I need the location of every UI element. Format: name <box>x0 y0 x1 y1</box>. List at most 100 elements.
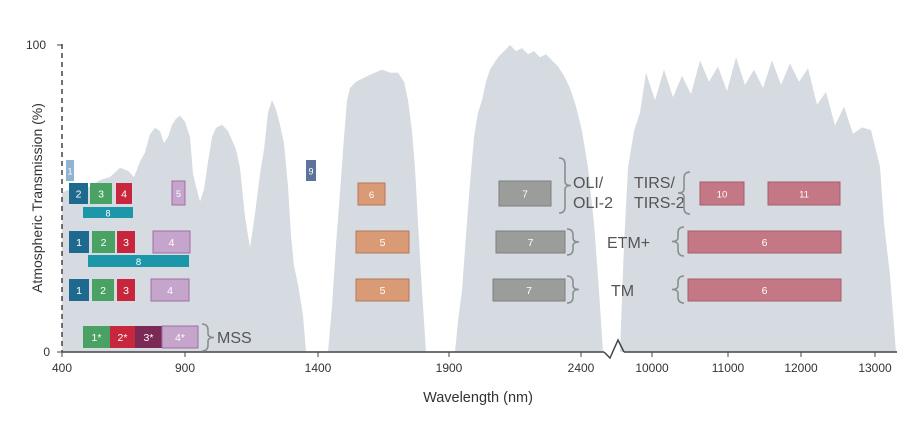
band-label: 3 <box>98 189 104 201</box>
band-box <box>90 183 112 204</box>
band-box <box>92 279 114 301</box>
band-box <box>498 180 552 207</box>
band-2: 2 <box>69 183 88 204</box>
band-box <box>161 325 199 349</box>
x-tick-label: 13000 <box>858 361 892 375</box>
band-label: 4 <box>121 189 127 201</box>
band-label: 1 <box>76 285 82 297</box>
band-label: 11 <box>799 190 809 201</box>
band-box <box>495 230 566 254</box>
band-label: 7 <box>526 285 532 297</box>
x-axis-title: Wavelength (nm) <box>423 390 533 406</box>
band-label: 10 <box>717 190 728 201</box>
band-label: 7 <box>528 237 534 249</box>
band-box <box>492 278 566 302</box>
band-6: 6 <box>687 278 842 302</box>
band-box <box>152 230 191 254</box>
band-4: 4 <box>152 230 191 254</box>
tirs-brace <box>677 171 691 215</box>
oli-brace <box>558 157 572 214</box>
band-box <box>117 279 135 301</box>
band-label: 3* <box>144 332 154 344</box>
band-box <box>110 326 135 348</box>
band-6: 6 <box>687 230 842 254</box>
band-5: 5 <box>355 278 410 302</box>
band-label: 5 <box>380 237 386 249</box>
sensor-label-tirs: TIRS/ <box>634 175 675 192</box>
band-box <box>69 183 88 204</box>
sensor-label-tirs-2: TIRS-2 <box>634 195 685 212</box>
x-tick-label: 10000 <box>635 361 669 375</box>
band-box <box>687 278 842 302</box>
band-label: 4 <box>167 285 173 297</box>
band-2: 2 <box>92 231 115 253</box>
band-1: 1 <box>69 279 89 301</box>
band-label: 5 <box>380 285 386 297</box>
y-tick-label: 0 <box>43 345 50 359</box>
band-7: 7 <box>492 278 566 302</box>
band-label: 6 <box>762 285 768 297</box>
etm-brace <box>566 228 580 256</box>
band-3: 3 <box>90 183 112 204</box>
band-3star: 3* <box>135 326 162 348</box>
band-box <box>355 230 410 254</box>
transmission-region-tir <box>620 57 896 353</box>
band-label: 4* <box>175 332 185 344</box>
band-box <box>687 230 842 254</box>
band-4: 4 <box>116 183 132 204</box>
transmission-region-vnir <box>62 100 306 352</box>
sensor-label-oli: OLI/ <box>573 175 604 192</box>
band-label: 1* <box>92 332 102 344</box>
band-label: 2 <box>76 189 82 201</box>
x-tick-label: 400 <box>52 361 72 375</box>
x-tick-label: 2400 <box>568 361 595 375</box>
band-1: 1 <box>69 231 89 253</box>
band-2star: 2* <box>110 326 135 348</box>
sensor-label-mss: MSS <box>217 330 252 347</box>
band-box <box>92 231 115 253</box>
band-10: 10 <box>699 181 745 206</box>
band-box <box>355 278 410 302</box>
x-tick-label: 1900 <box>436 361 463 375</box>
band-label: 7 <box>522 190 528 201</box>
band-label: 8 <box>105 209 110 219</box>
band-6: 6 <box>357 182 386 206</box>
band-box <box>116 183 132 204</box>
band-box <box>69 279 89 301</box>
x-tick-label: 900 <box>175 361 195 375</box>
band-label: 8 <box>136 257 141 268</box>
band-box <box>767 181 841 206</box>
band-1star: 1* <box>83 326 110 348</box>
band-2: 2 <box>92 279 114 301</box>
band-4star: 4* <box>161 325 199 349</box>
etm-tir-brace <box>671 226 685 257</box>
band-label: 3 <box>123 285 129 297</box>
x-tick-label: 12000 <box>784 361 818 375</box>
band-label: 6 <box>369 190 374 201</box>
band-11: 11 <box>767 181 841 206</box>
band-label: 6 <box>762 237 768 249</box>
x-tick-label: 11000 <box>712 361 745 375</box>
band-box <box>306 160 316 181</box>
band-box <box>135 326 162 348</box>
band-box <box>171 180 186 206</box>
mss-brace <box>201 323 215 352</box>
band-8: 8 <box>83 207 133 219</box>
band-5: 5 <box>171 180 186 206</box>
sensor-label-etm: ETM+ <box>607 235 650 252</box>
band-label: 2 <box>100 285 106 297</box>
band-8: 8 <box>88 255 189 268</box>
band-label: 2 <box>101 237 107 249</box>
band-3: 3 <box>117 279 135 301</box>
band-label: 4 <box>169 237 175 249</box>
band-label: 1 <box>76 237 82 249</box>
transmission-region-swir1 <box>328 69 426 352</box>
tm-tir-brace <box>671 275 685 304</box>
band-3: 3 <box>117 231 135 253</box>
band-label: 1 <box>67 167 72 177</box>
band-box <box>357 182 386 206</box>
band-7: 7 <box>495 230 566 254</box>
sensor-label-tm: TM <box>611 283 634 300</box>
band-box <box>88 255 189 267</box>
